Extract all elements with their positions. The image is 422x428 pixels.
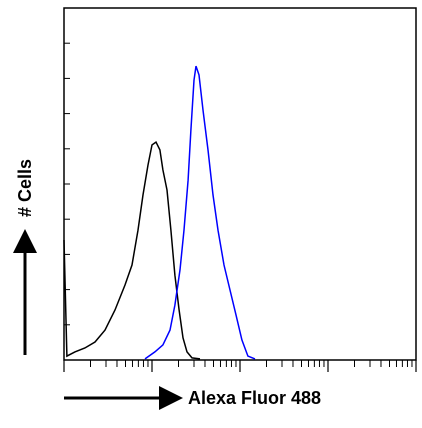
y-axis-label: # Cells — [15, 159, 35, 217]
x-axis-label: Alexa Fluor 488 — [188, 388, 321, 408]
histogram-line — [144, 65, 256, 360]
histogram-line — [63, 140, 201, 360]
